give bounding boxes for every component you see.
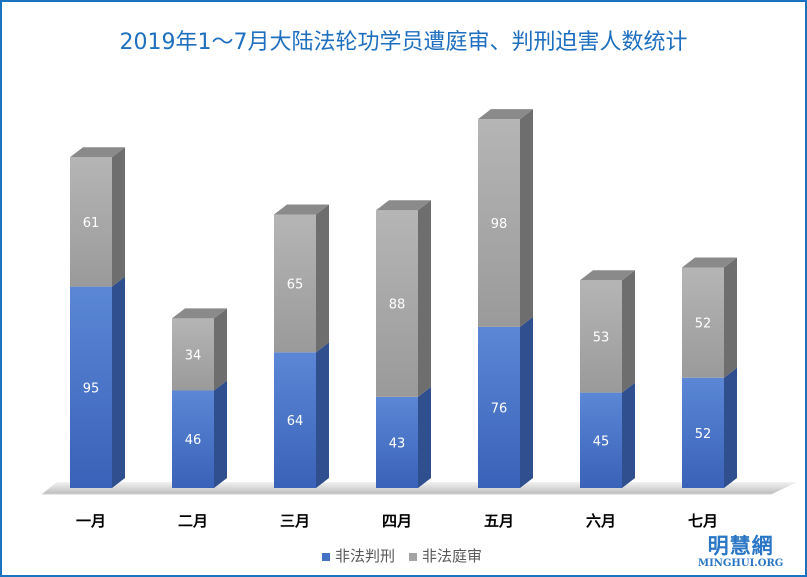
minghui-logo: 明慧網 MINGHUI.ORG — [698, 534, 784, 569]
x-tick-label: 四月 — [382, 512, 412, 530]
data-label: 43 — [389, 436, 406, 451]
legend-item-sentenced: 非法判刑 — [322, 545, 395, 566]
bar-side — [724, 257, 737, 378]
bar-side — [520, 109, 533, 327]
bar-side — [316, 342, 329, 488]
bar-side — [418, 200, 431, 397]
bar-side — [724, 367, 737, 488]
bar-trial — [70, 157, 112, 287]
bar-side — [418, 386, 431, 488]
x-tick-label: 七月 — [688, 512, 718, 530]
bar-top — [274, 204, 329, 215]
x-tick-label: 五月 — [484, 512, 514, 530]
data-label: 46 — [185, 433, 202, 448]
bar-sentenced — [274, 352, 316, 488]
bar-top — [172, 308, 227, 319]
bar-top — [580, 270, 635, 281]
bar-side — [622, 270, 635, 393]
data-label: 52 — [695, 427, 712, 442]
bar-side — [112, 276, 125, 488]
bar-sentenced — [478, 326, 520, 488]
bar-trial — [172, 318, 214, 391]
chart-title: 2019年1～7月大陆法轮功学员遭庭审、判刑迫害人数统计 — [119, 30, 688, 55]
data-label: 61 — [83, 216, 100, 231]
bar-sentenced — [70, 286, 112, 488]
bar-top — [478, 109, 533, 120]
data-label: 76 — [491, 401, 508, 416]
data-label: 34 — [185, 348, 202, 363]
data-label: 95 — [83, 381, 100, 396]
bar-top — [70, 147, 125, 158]
bar-sentenced — [682, 377, 724, 488]
x-tick-label: 一月 — [76, 512, 106, 530]
bar-trial — [682, 267, 724, 378]
bar-sentenced — [172, 390, 214, 488]
legend: 非法判刑 非法庭审 — [322, 545, 482, 566]
bar-side — [214, 380, 227, 488]
data-label: 65 — [287, 277, 304, 292]
data-label: 52 — [695, 317, 712, 332]
bar-side — [622, 382, 635, 488]
data-label: 64 — [287, 414, 304, 429]
bar-trial — [376, 210, 418, 397]
bar-top — [682, 257, 737, 268]
data-label: 53 — [593, 330, 610, 345]
bar-side — [112, 147, 125, 287]
x-tick-label: 三月 — [280, 512, 310, 530]
bar-side — [316, 204, 329, 353]
data-label: 88 — [389, 298, 406, 313]
legend-item-trial: 非法庭审 — [409, 545, 482, 566]
bar-trial — [274, 214, 316, 353]
bar-top — [376, 200, 431, 211]
data-label: 45 — [593, 434, 610, 449]
bar-sentenced — [580, 392, 622, 488]
bar-side — [520, 316, 533, 488]
bar-trial — [580, 280, 622, 393]
bar-trial — [478, 119, 520, 327]
x-tick-label: 二月 — [178, 512, 208, 530]
x-tick-label: 六月 — [586, 512, 616, 530]
bar-sentenced — [376, 396, 418, 488]
data-label: 98 — [491, 217, 508, 232]
bar-side — [214, 308, 227, 391]
